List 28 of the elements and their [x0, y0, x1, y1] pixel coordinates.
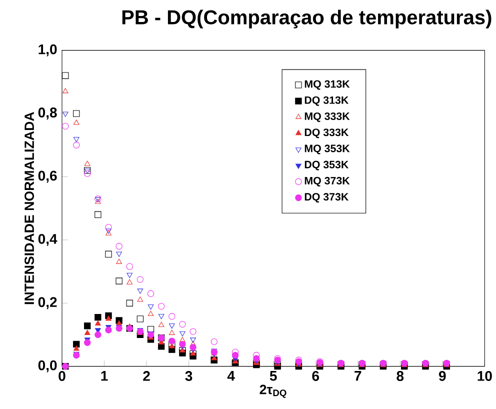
y-tick-label: 0,6 — [38, 170, 57, 183]
y-tick-label: 0,2 — [38, 297, 57, 310]
x-tick-label: 4 — [227, 371, 235, 381]
legend-label: DQ 373K — [304, 193, 349, 203]
legend-label: MQ 373K — [304, 176, 350, 186]
legend-label: DQ 333K — [304, 128, 349, 138]
legend-label: MQ 313K — [304, 80, 350, 90]
x-tick-label: 6 — [312, 371, 319, 381]
x-axis-title: 2τ$_{DQ}$ — [260, 384, 286, 398]
y-tick-label: 0,4 — [38, 234, 58, 246]
x-tick-label: 1 — [101, 371, 108, 381]
x-tick-label: 8 — [396, 371, 404, 381]
legend-label: MQ 353K — [304, 144, 350, 154]
y-tick-label: 1,0 — [38, 44, 57, 56]
legend-label: DQ 313K — [304, 96, 349, 106]
x-tick-label: 10 — [478, 371, 492, 381]
x-tick-label: 7 — [354, 371, 362, 381]
legend-label: DQ 353K — [304, 160, 349, 170]
x-tick-label: 5 — [270, 371, 277, 381]
x-tick-label: 3 — [185, 371, 192, 381]
y-tick-label: 0,8 — [38, 108, 57, 120]
y-tick-label: 0,0 — [38, 360, 57, 372]
x-tick-label: 9 — [438, 371, 446, 381]
chart-title: PB - DQ(Comparaçao de temperaturas) — [122, 10, 492, 28]
x-tick-label: 0 — [58, 371, 66, 381]
legend-label: MQ 333K — [304, 112, 350, 122]
x-tick-label: 2 — [143, 371, 150, 381]
y-axis-title: INTENSIDADE NORMALIZADA — [24, 112, 34, 304]
